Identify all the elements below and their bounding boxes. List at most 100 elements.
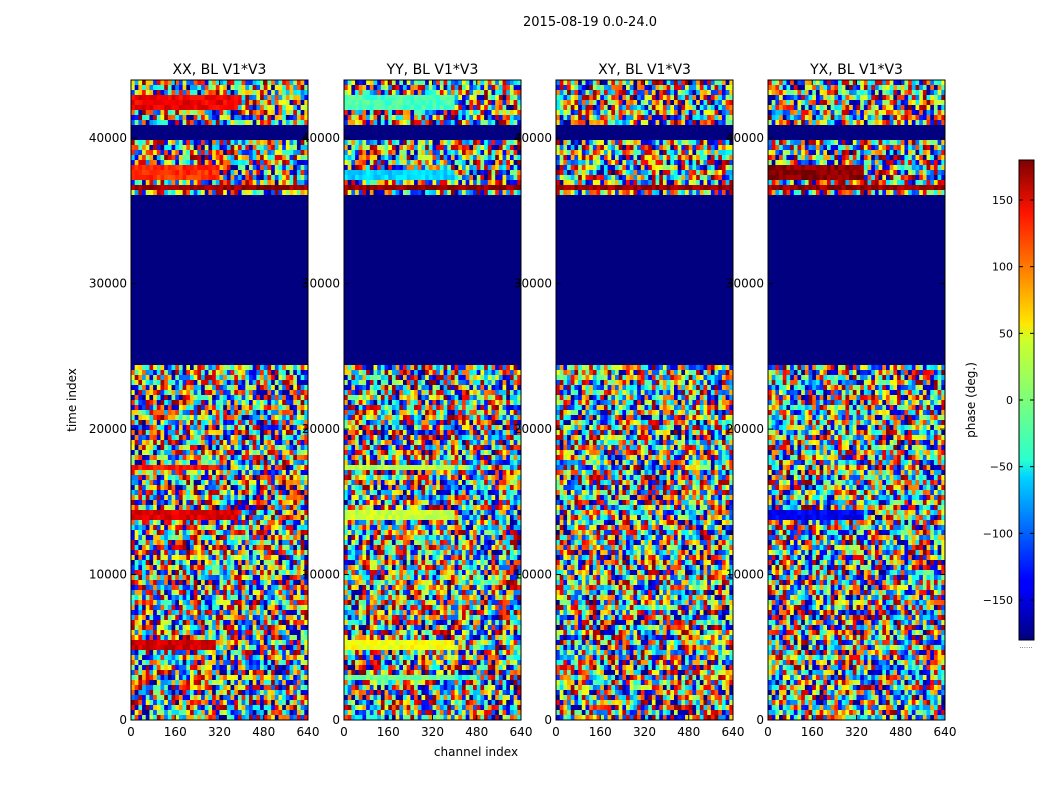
heatmap-cell: [263, 415, 268, 421]
heatmap-cell: [285, 650, 290, 656]
heatmap-cell: [403, 115, 408, 121]
heatmap-cell: [245, 95, 250, 101]
heatmap-cell: [267, 95, 272, 101]
heatmap-cell: [384, 150, 389, 156]
heatmap-cell: [230, 375, 235, 381]
heatmap-cell: [212, 520, 217, 526]
heatmap-cell: [245, 580, 250, 586]
heatmap-cell: [223, 505, 228, 511]
heatmap-cell: [164, 670, 169, 676]
heatmap-cell: [134, 600, 139, 606]
heatmap-cell: [164, 525, 169, 531]
heatmap-cell: [300, 105, 305, 111]
heatmap-cell: [201, 190, 206, 196]
heatmap-cell: [138, 410, 143, 416]
heatmap-cell: [193, 120, 198, 126]
heatmap-cell: [167, 180, 172, 186]
heatmap-cell: [230, 100, 235, 106]
heatmap-cell: [230, 590, 235, 596]
heatmap-cell: [153, 190, 158, 196]
heatmap-cell: [425, 120, 430, 126]
heatmap-cell: [219, 390, 224, 396]
heatmap-cell: [282, 660, 287, 666]
heatmap-cell: [138, 645, 143, 651]
heatmap-cell: [167, 475, 172, 481]
heatmap-cell: [260, 530, 265, 536]
heatmap-cell: [300, 595, 305, 601]
heatmap-cell: [149, 145, 154, 151]
heatmap-cell: [197, 445, 202, 451]
heatmap-cell: [208, 160, 213, 166]
heatmap-cell: [142, 465, 147, 471]
heatmap-cell: [271, 160, 276, 166]
heatmap-cell: [300, 420, 305, 426]
heatmap-cell: [447, 145, 452, 151]
heatmap-cell: [215, 490, 220, 496]
heatmap-cell: [304, 590, 309, 596]
heatmap-cell: [226, 115, 231, 121]
heatmap-cell: [204, 495, 209, 501]
heatmap-cell: [178, 405, 184, 411]
heatmap-cell: [186, 710, 191, 716]
heatmap-cell: [226, 105, 231, 111]
heatmap-cell: [395, 120, 400, 126]
heatmap-cell: [186, 160, 191, 166]
heatmap-cell: [304, 540, 309, 546]
heatmap-cell: [208, 435, 213, 441]
heatmap-cell: [263, 165, 268, 171]
heatmap-cell: [208, 625, 213, 631]
heatmap-cell: [208, 115, 213, 121]
heatmap-cell: [134, 545, 139, 551]
heatmap-cell: [197, 90, 202, 96]
heatmap-cell: [167, 640, 172, 646]
heatmap-cell: [204, 470, 209, 476]
heatmap-cell: [197, 515, 202, 521]
heatmap-cell: [267, 700, 272, 706]
heatmap-cell: [153, 460, 158, 466]
heatmap-cell: [480, 115, 485, 121]
heatmap-cell: [256, 530, 261, 536]
heatmap-cell: [219, 465, 224, 471]
heatmap-cell: [285, 465, 290, 471]
heatmap-cell: [160, 365, 165, 371]
heatmap-cell: [513, 120, 518, 126]
heatmap-cell: [226, 715, 231, 721]
heatmap-cell: [289, 550, 294, 556]
heatmap-cell: [201, 705, 206, 711]
heatmap-cell: [171, 700, 176, 706]
heatmap-cell: [182, 490, 187, 496]
heatmap-cell: [156, 495, 161, 501]
heatmap-cell: [208, 455, 213, 461]
heatmap-cell: [282, 425, 287, 431]
heatmap-cell: [193, 165, 198, 171]
heatmap-cell: [274, 515, 279, 521]
heatmap-cell: [271, 115, 276, 121]
heatmap-cell: [245, 175, 250, 181]
heatmap-cell: [193, 465, 198, 471]
heatmap-cell: [145, 180, 150, 186]
heatmap-cell: [212, 145, 217, 151]
heatmap-cell: [304, 600, 309, 606]
heatmap-cell: [134, 180, 139, 186]
heatmap-cell: [513, 90, 518, 96]
heatmap-cell: [230, 570, 235, 576]
heatmap-cell: [252, 520, 257, 526]
heatmap-cell: [219, 625, 224, 631]
heatmap-cell: [167, 710, 172, 716]
heatmap-cell: [171, 590, 176, 596]
heatmap-cell: [271, 105, 276, 111]
heatmap-cell: [142, 495, 147, 501]
heatmap-cell: [237, 415, 243, 421]
heatmap-cell: [278, 605, 283, 611]
heatmap-cell: [241, 500, 246, 506]
heatmap-cell: [267, 540, 272, 546]
heatmap-cell: [263, 475, 268, 481]
heatmap-cell: [134, 490, 139, 496]
heatmap-cell: [197, 620, 202, 626]
heatmap-cell: [186, 500, 191, 506]
heatmap-cell: [260, 100, 265, 106]
heatmap-cell: [260, 590, 265, 596]
heatmap-cell: [186, 170, 191, 176]
heatmap-cell: [241, 625, 246, 631]
heatmap-cell: [296, 185, 302, 191]
